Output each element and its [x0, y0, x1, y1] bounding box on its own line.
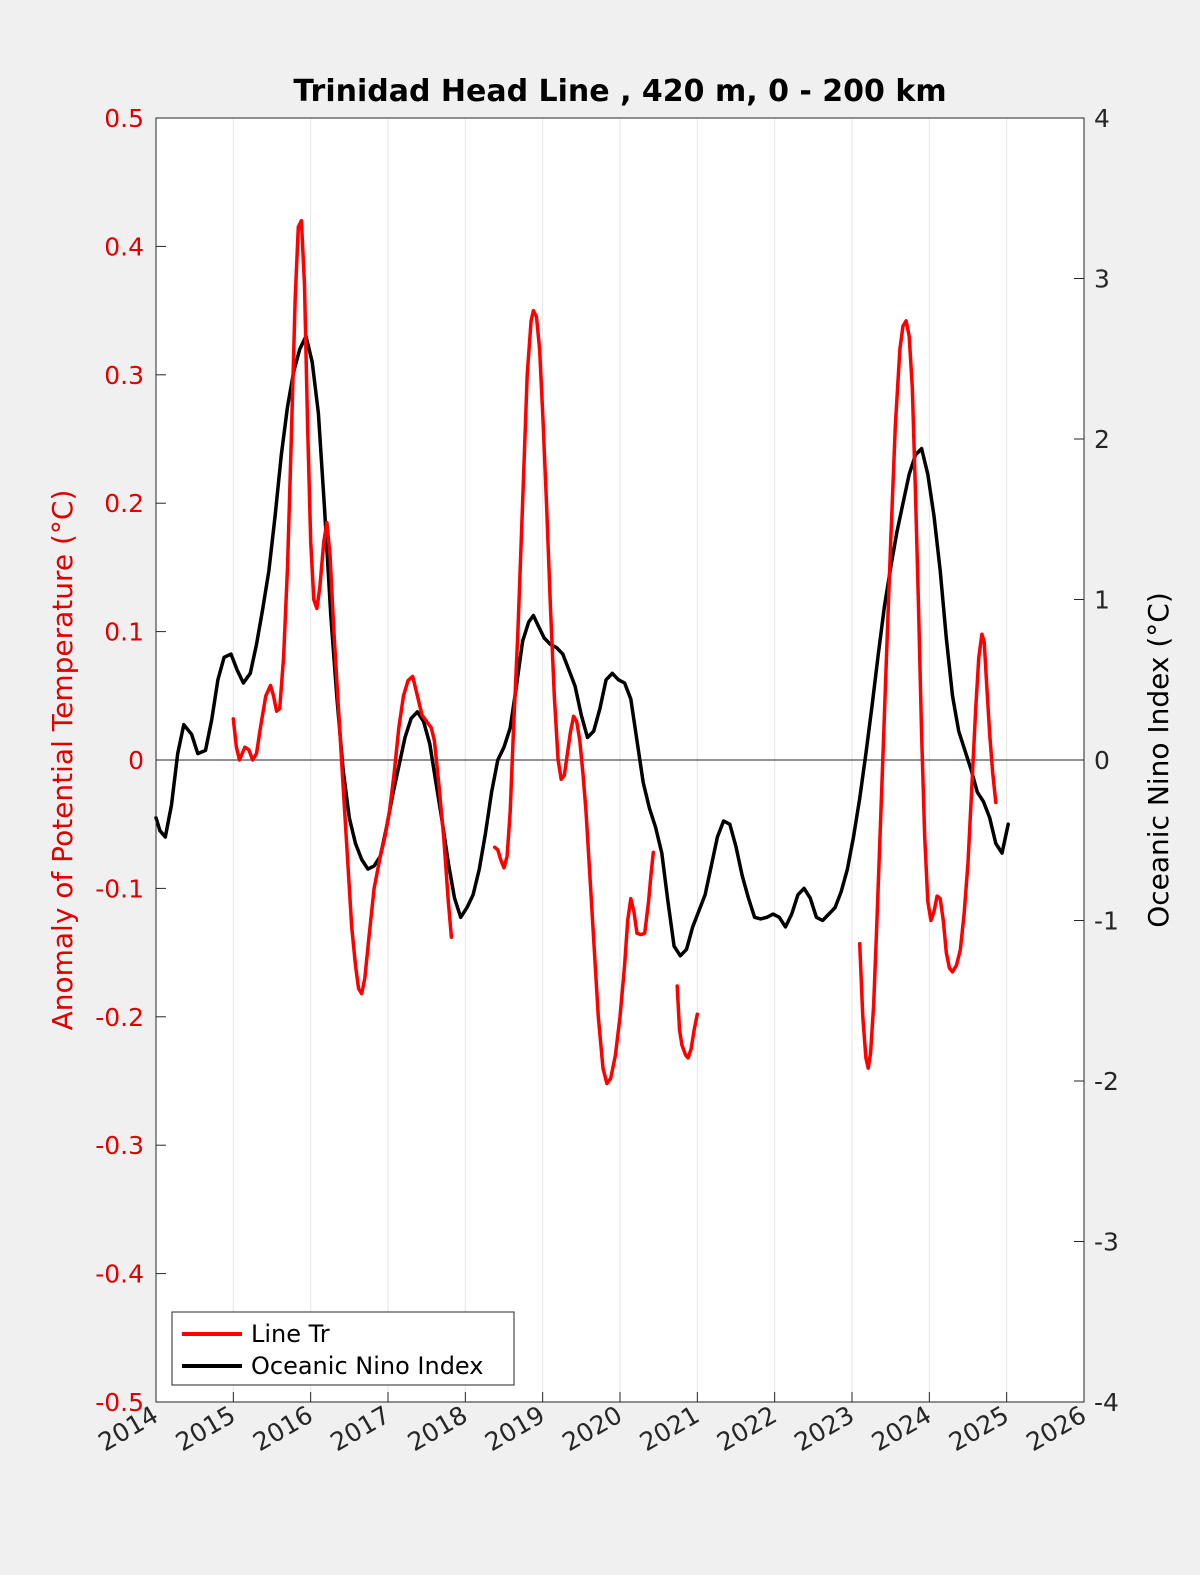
legend-label-oni: Oceanic Nino Index [251, 1352, 483, 1380]
y-left-tick-label: -0.4 [95, 1260, 144, 1289]
y-right-tick-label: -2 [1094, 1067, 1119, 1096]
y-left-tick-label: -0.3 [95, 1131, 144, 1160]
series-line-line-tr [231, 218, 454, 996]
y-left-tick-label: -0.2 [95, 1003, 144, 1032]
y-right-tick-label: 1 [1094, 586, 1110, 615]
legend-box [171, 1311, 515, 1386]
y-axis-left-label: Anomaly of Potential Temperature (°C) [46, 490, 79, 1031]
y-right-tick-label: 3 [1094, 265, 1110, 294]
y-right-tick-label: -3 [1094, 1228, 1119, 1257]
legend: Line Tr Oceanic Nino Index [171, 1311, 515, 1386]
series-line-line-tr [675, 984, 700, 1060]
y-right-tick-label: -1 [1094, 907, 1119, 936]
legend-label-line-tr: Line Tr [251, 1320, 330, 1348]
y-left-tick-label: 0.4 [104, 232, 144, 261]
y-axis-left: -0.5 -0.4 -0.3 -0.2 -0.1 0 0.1 0.2 0.3 0.4 0.5 [95, 104, 166, 1417]
series-line-line-tr [492, 308, 656, 1086]
y-right-tick-label: 2 [1094, 425, 1110, 454]
y-left-tick-label: 0.2 [104, 489, 144, 518]
y-left-tick-label: -0.1 [95, 874, 144, 903]
chart-title: Trinidad Head Line , 420 m, 0 - 200 km [293, 74, 946, 109]
y-right-tick-label: -4 [1094, 1388, 1119, 1417]
y-left-tick-label: 0 [128, 746, 144, 775]
y-right-tick-label: 0 [1094, 746, 1110, 775]
series-line-line-tr [857, 319, 998, 1070]
y-left-tick-label: 0.1 [104, 618, 144, 647]
y-axis-right: -4 -3 -2 -1 0 1 2 3 4 [1074, 104, 1119, 1417]
y-right-tick-label: 4 [1094, 104, 1110, 133]
series-line-oceanic-nino-index [154, 334, 1010, 958]
y-left-tick-label: 0.5 [104, 104, 144, 133]
y-axis-right-label: Oceanic Nino Index (°C) [1142, 592, 1175, 928]
series-layer [154, 218, 1010, 1086]
y-left-tick-label: -0.5 [95, 1388, 144, 1417]
y-left-tick-label: 0.3 [104, 361, 144, 390]
